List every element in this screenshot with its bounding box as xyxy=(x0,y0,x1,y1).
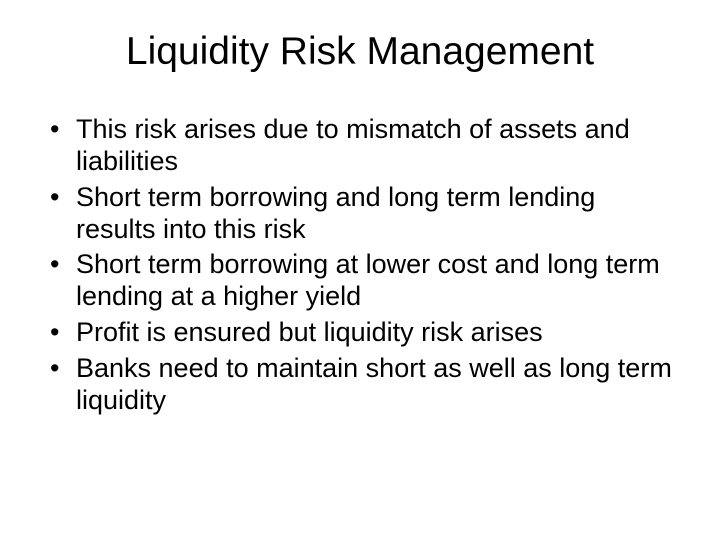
list-item: Profit is ensured but liquidity risk ari… xyxy=(50,317,680,349)
slide-title: Liquidity Risk Management xyxy=(30,30,690,74)
list-item: Short term borrowing and long term lendi… xyxy=(50,182,680,246)
list-item: Short term borrowing at lower cost and l… xyxy=(50,249,680,313)
list-item: Banks need to maintain short as well as … xyxy=(50,353,680,417)
list-item: This risk arises due to mismatch of asse… xyxy=(50,114,680,178)
slide: Liquidity Risk Management This risk aris… xyxy=(0,0,720,540)
bullet-list: This risk arises due to mismatch of asse… xyxy=(30,114,690,417)
